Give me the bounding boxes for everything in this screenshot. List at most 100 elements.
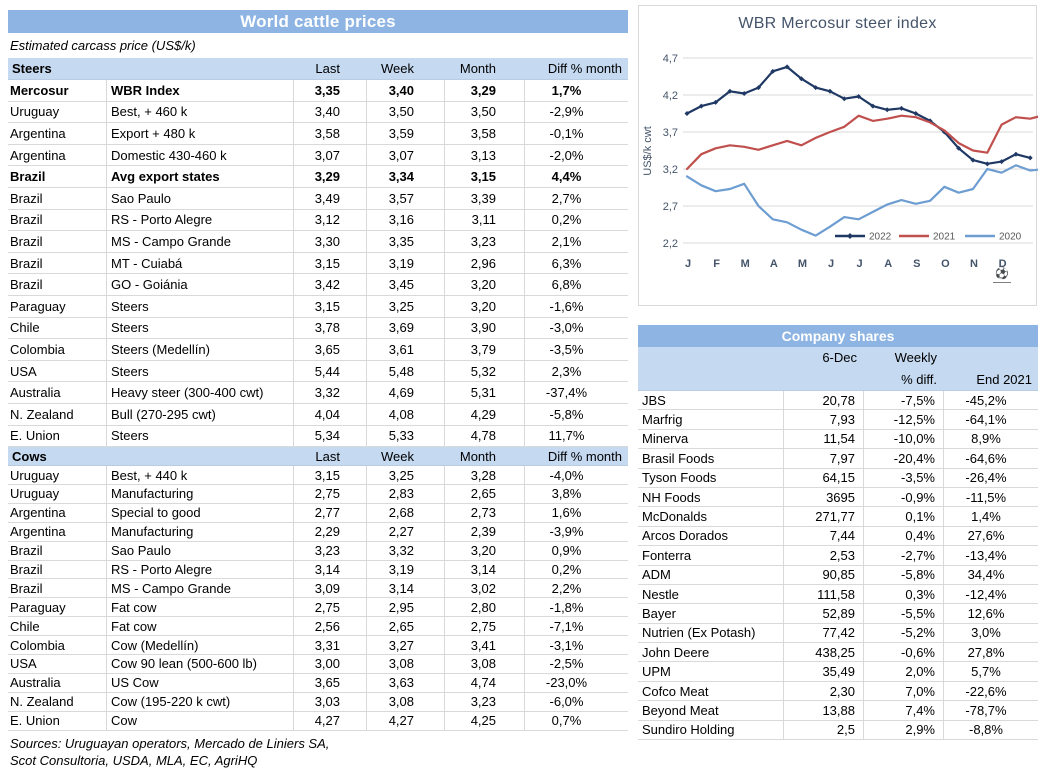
svg-text:M: M (798, 258, 807, 270)
cell-week: 5,48 (366, 360, 444, 382)
table-row: Brazil GO - Goiánia 3,42 3,45 3,20 6,8% (8, 274, 628, 296)
cell-weekly-diff: -0,6% (863, 643, 943, 662)
cell-price: 20,78 (783, 391, 863, 410)
cell-last: 5,34 (293, 425, 366, 447)
company-shares-panel: Company shares 6-Dec Weekly % diff. End … (638, 325, 1038, 741)
cell-price: 271,77 (783, 507, 863, 526)
cell-diff-percent: -1,8% (524, 598, 628, 617)
table-row: Mercosur WBR Index 3,35 3,40 3,29 1,7% (8, 80, 628, 102)
svg-text:3,7: 3,7 (663, 127, 678, 139)
cell-week: 3,63 (366, 673, 444, 692)
cell-month: 4,25 (444, 711, 524, 730)
section-cows: Cows Last Week Month Diff % month Urugua… (8, 447, 628, 731)
section-header-row: Steers Last Week Month Diff % month (8, 58, 628, 80)
cell-month: 3,08 (444, 655, 524, 673)
table-row: Paraguay Steers 3,15 3,25 3,20 -1,6% (8, 295, 628, 318)
column-header-diff: Diff % month (547, 448, 622, 464)
cell-diff-percent: 2,3% (524, 360, 628, 382)
sources-line: Sources: Uruguayan operators, Mercado de… (10, 735, 330, 751)
cell-description: Cow (Medellín) (106, 636, 293, 654)
company-shares-header: 6-Dec Weekly % diff. End 2021 (638, 347, 1038, 391)
cell-end-2021: 27,8% (943, 643, 1038, 662)
cell-last: 3,09 (293, 579, 366, 598)
cell-week: 3,16 (366, 209, 444, 231)
cell-week: 3,34 (366, 166, 444, 187)
cell-description: Manufacturing (106, 484, 293, 503)
cell-last: 3,15 (293, 466, 366, 484)
cell-month: 3,11 (444, 209, 524, 231)
cell-country: Brazil (10, 561, 43, 577)
cell-description: Steers (106, 317, 293, 339)
cell-month: 3,90 (444, 317, 524, 339)
cell-country: Brazil (10, 190, 43, 206)
table-row: Marfrig 7,93 -12,5% -64,1% (638, 410, 1038, 430)
column-header-date: 6-Dec (822, 350, 857, 365)
cell-diff-percent: 0,2% (524, 209, 628, 231)
cell-week: 5,33 (366, 425, 444, 447)
cell-diff-percent: 2,7% (524, 187, 628, 209)
table-row: Brazil Sao Paulo 3,49 3,57 3,39 2,7% (8, 187, 628, 210)
world-cattle-prices-panel: World cattle prices Estimated carcass pr… (8, 10, 628, 769)
table-row: JBS 20,78 -7,5% -45,2% (638, 391, 1038, 411)
cell-country: Argentina (10, 147, 66, 163)
sources-line: Scot Consultoria, USDA, MLA, EC, AgriHQ (10, 752, 258, 768)
cell-diff-percent: 6,3% (524, 252, 628, 274)
cell-end-2021: -11,5% (943, 487, 1038, 507)
cell-weekly-diff: -5,2% (863, 623, 943, 643)
svg-text:2020: 2020 (999, 232, 1022, 243)
table-row: Argentina Export + 480 k 3,58 3,59 3,58 … (8, 123, 628, 145)
cell-weekly-diff: 7,4% (863, 701, 943, 720)
table-row: Brazil MS - Campo Grande 3,30 3,35 3,23 … (8, 231, 628, 253)
svg-text:D: D (999, 258, 1007, 270)
table-row: Uruguay Best, + 460 k 3,40 3,50 3,50 -2,… (8, 101, 628, 124)
cell-price: 52,89 (783, 604, 863, 623)
cell-last: 2,75 (293, 484, 366, 503)
cell-diff-percent: -5,8% (524, 403, 628, 425)
table-row: E. Union Cow 4,27 4,27 4,25 0,7% (8, 711, 628, 731)
soccer-ball-icon[interactable]: ⚽ (993, 267, 1011, 283)
cell-price: 7,44 (783, 526, 863, 546)
cell-diff-percent: -2,9% (524, 101, 628, 123)
cell-end-2021: 34,4% (943, 565, 1038, 584)
cell-month: 2,80 (444, 598, 524, 617)
cell-description: GO - Goiánia (106, 274, 293, 295)
cell-week: 3,19 (366, 560, 444, 579)
cell-country: E. Union (10, 428, 60, 444)
cell-country: Brazil (10, 233, 43, 249)
cell-company-name: UPM (642, 664, 671, 680)
column-header-weekly-diff: Weekly % diff. (894, 350, 937, 387)
table-row: Cofco Meat 2,30 7,0% -22,6% (638, 681, 1038, 702)
cell-description: RS - Porto Alegre (106, 560, 293, 579)
cell-diff-percent: -3,5% (524, 339, 628, 360)
table-row: Uruguay Best, + 440 k 3,15 3,25 3,28 -4,… (8, 466, 628, 485)
column-header-month: Month (459, 61, 496, 76)
cell-country: Colombia (10, 341, 65, 357)
cell-company-name: Minerva (642, 431, 689, 447)
cell-week: 3,61 (366, 339, 444, 360)
cell-last: 3,23 (293, 541, 366, 560)
table-row: Beyond Meat 13,88 7,4% -78,7% (638, 701, 1038, 721)
cell-month: 3,58 (444, 123, 524, 144)
table-row: Paraguay Fat cow 2,75 2,95 2,80 -1,8% (8, 598, 628, 618)
cell-description: MT - Cuiabá (106, 252, 293, 274)
cell-month: 3,50 (444, 101, 524, 123)
table-row: Brasil Foods 7,97 -20,4% -64,6% (638, 449, 1038, 469)
cell-price: 90,85 (783, 565, 863, 584)
cell-end-2021: -64,1% (943, 410, 1038, 429)
cell-company-name: Nestle (642, 586, 679, 602)
table-row: Australia Heavy steer (300-400 cwt) 3,32… (8, 382, 628, 404)
cell-company-name: Cofco Meat (642, 683, 709, 699)
cell-month: 4,78 (444, 425, 524, 447)
cell-last: 3,40 (293, 101, 366, 123)
legend-item-2022: 2022 (835, 232, 892, 243)
cell-week: 2,65 (366, 617, 444, 636)
svg-text:2,2: 2,2 (663, 238, 678, 250)
cell-price: 13,88 (783, 701, 863, 720)
cell-company-name: NH Foods (642, 489, 701, 505)
cell-month: 3,15 (444, 166, 524, 187)
cell-description: Steers (106, 295, 293, 317)
cell-last: 3,15 (293, 252, 366, 274)
cell-week: 3,69 (366, 317, 444, 339)
cell-month: 3,20 (444, 274, 524, 295)
column-header-week: Week (381, 61, 414, 76)
